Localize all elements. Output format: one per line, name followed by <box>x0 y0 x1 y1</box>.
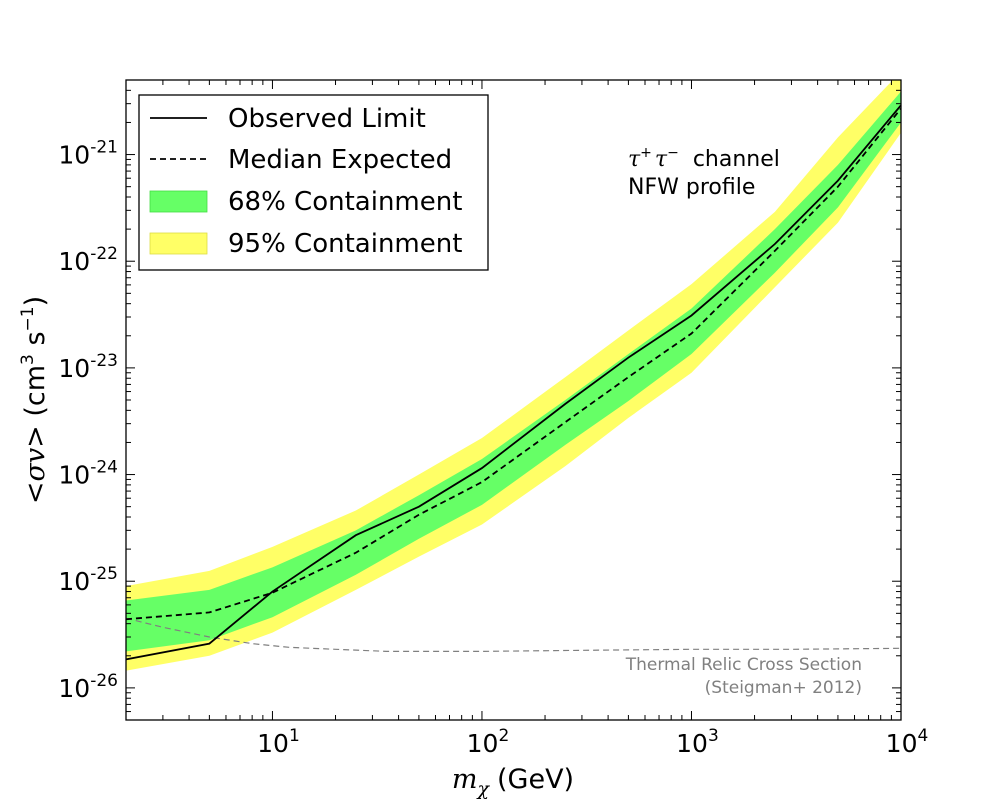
x-axis-subscript: χ <box>476 778 491 800</box>
legend-swatch-95 <box>149 232 208 255</box>
channel-annotation: τ+ τ− channel <box>628 145 780 172</box>
legend-label-median: Median Expected <box>228 145 452 175</box>
x-tick-label: 103 <box>676 726 719 758</box>
y-tick-label: 10-25 <box>58 564 118 596</box>
x-axis-unit: (GeV) <box>497 764 574 795</box>
axis-ticks <box>125 79 902 721</box>
tau-plus-sup: + <box>640 145 652 161</box>
y-tick-label: 10-24 <box>58 458 118 490</box>
y-tick-label: 10-22 <box>58 244 118 276</box>
y-axis-open: < <box>20 482 51 505</box>
y-axis-unit: > (cm <box>20 365 51 448</box>
legend-label-observed: Observed Limit <box>228 104 426 134</box>
profile-annotation: NFW profile <box>628 175 755 200</box>
relic-annotation-line2: (Steigman+ 2012) <box>705 678 862 698</box>
x-axis-label: mχ (GeV) <box>452 764 574 800</box>
x-axis-symbol: m <box>452 764 478 795</box>
y-tick-label: 10-23 <box>58 351 118 383</box>
tau-minus-symbol: τ <box>655 147 668 172</box>
x-tick-label: 104 <box>886 726 929 758</box>
legend-label-68: 68% Containment <box>228 187 462 217</box>
y-axis-symbol: σv <box>20 448 51 482</box>
thermal-relic-line <box>126 617 901 652</box>
y-axis-close: ) <box>20 296 51 307</box>
plot-area <box>126 80 901 671</box>
y-tick-label: 10-26 <box>58 671 118 703</box>
x-tick-labels: 101 102 103 104 <box>257 726 928 758</box>
y-axis-mid: s <box>20 331 51 354</box>
channel-word: channel <box>693 147 780 172</box>
legend: Observed Limit Median Expected 68% Conta… <box>138 94 489 271</box>
tau-plus-symbol: τ <box>628 147 641 172</box>
y-tick-label: 10-21 <box>58 138 118 170</box>
y-axis-exp2: −1 <box>18 306 38 331</box>
x-tick-label: 101 <box>257 726 300 758</box>
relic-annotation-line1: Thermal Relic Cross Section <box>625 655 862 675</box>
legend-label-95: 95% Containment <box>228 229 462 259</box>
legend-swatch-68 <box>149 190 208 213</box>
y-tick-labels: 10-26 10-25 10-24 10-23 10-22 10-21 <box>58 138 118 703</box>
observed-limit-line <box>126 104 901 661</box>
tau-minus-sup: − <box>667 145 679 161</box>
band-68-containment <box>126 91 901 652</box>
y-axis-label: <σv> (cm3 s−1) <box>18 296 51 504</box>
x-tick-label: 102 <box>467 726 510 758</box>
y-axis-exp1: 3 <box>18 354 38 365</box>
